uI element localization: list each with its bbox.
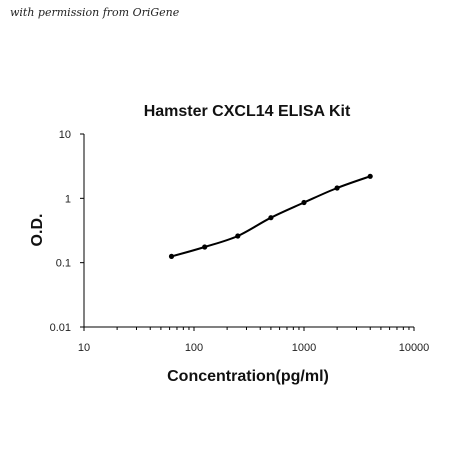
data-point: [334, 185, 340, 191]
data-point: [168, 253, 175, 259]
y-tick-label: 0.1: [56, 258, 71, 270]
data-point: [268, 215, 274, 221]
y-axis-label: O.D.: [29, 214, 46, 247]
y-tick-label: 1: [65, 193, 71, 205]
x-tick-label: 10000: [399, 342, 430, 354]
chart-title: Hamster CXCL14 ELISA Kit: [144, 103, 351, 120]
plot-area: [168, 173, 373, 259]
x-tick-label: 1000: [292, 342, 316, 354]
data-point: [235, 233, 241, 239]
data-point: [301, 199, 307, 206]
y-tick-label: 10: [59, 129, 71, 141]
x-axis-label: Concentration(pg/ml): [167, 368, 329, 385]
axes: 0.01 0.1 1 10 10 100 1000 10000: [50, 129, 430, 354]
data-point: [202, 244, 208, 250]
x-tick-label: 10: [78, 342, 90, 354]
data-point: [367, 173, 373, 179]
y-tick-label: 0.01: [50, 322, 71, 334]
watermark-text: with permission from OriGene: [10, 6, 180, 19]
x-tick-label: 100: [185, 342, 203, 354]
